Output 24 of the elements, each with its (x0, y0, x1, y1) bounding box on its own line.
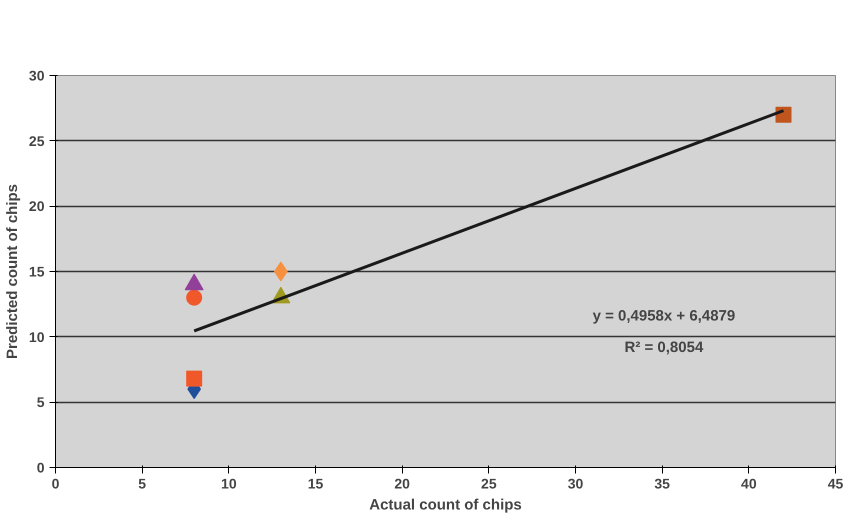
y-tick-label: 0 (36, 460, 45, 476)
y-tick-label: 15 (28, 264, 45, 280)
x-tick-label: 15 (308, 476, 324, 492)
x-tick-label: 30 (568, 476, 584, 492)
x-tick-label: 10 (221, 476, 237, 492)
y-axis-title: Predicted count of chips (4, 184, 21, 360)
y-tick-label: 20 (28, 198, 45, 214)
y-tick-label: 5 (36, 394, 45, 410)
x-axis-title: Actual count of chips (369, 496, 522, 514)
annotation: y = 0,4958x + 6,4879 (592, 307, 736, 324)
y-tick-label: 10 (28, 328, 45, 345)
x-tick-label: 5 (138, 476, 146, 492)
y-tick-label: 25 (28, 132, 45, 149)
annotation: R² = 0,8054 (624, 338, 704, 356)
y-tick-label: 30 (28, 68, 45, 84)
x-tick-label: 0 (52, 476, 60, 492)
x-tick-label: 35 (654, 476, 670, 492)
x-tick-label: 20 (394, 476, 410, 492)
x-tick-label: 25 (481, 476, 497, 492)
point (186, 370, 202, 387)
point (274, 262, 288, 282)
x-tick-label: 45 (828, 476, 844, 492)
x-tick-label: 40 (741, 476, 757, 492)
point (186, 290, 202, 306)
